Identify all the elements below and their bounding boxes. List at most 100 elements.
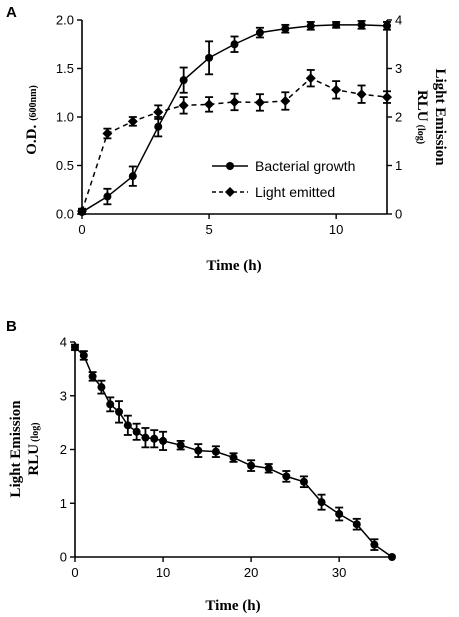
panel-b-y-axis-title-sub: (log) — [30, 422, 41, 441]
panel-a-right-tick-label: 3 — [395, 61, 402, 76]
panel-a-left-tick-label: 0.0 — [56, 207, 74, 222]
legend-marker-circle — [226, 162, 234, 170]
panel-b-ticks: 0 10 20 30 0 1 2 3 4 — [60, 335, 347, 581]
series-line-light-emission — [74, 346, 393, 558]
data-point-light-emitted — [254, 97, 265, 108]
data-point-light-emitted — [102, 128, 113, 139]
data-point-light-emission — [388, 553, 396, 561]
data-point-bacterial-growth — [332, 20, 341, 29]
legend-entry-bacterial-growth: Bacterial growth — [212, 158, 355, 174]
panel-a-right-tick-label: 4 — [395, 13, 402, 28]
panel-b-x-tick-label: 20 — [244, 565, 258, 580]
data-point-bacterial-growth — [255, 28, 264, 37]
data-point-light-emission — [335, 510, 344, 518]
panel-b-x-tick-label: 30 — [332, 565, 346, 580]
data-point-light-emission — [299, 477, 308, 486]
panel-a-left-axis-title-sub: (600nm) — [28, 85, 39, 121]
panel-b-x-tick-label: 10 — [156, 565, 170, 580]
panel-b-y-tick-label: 2 — [60, 442, 67, 457]
data-point-bacterial-growth — [383, 21, 391, 30]
data-point-light-emission — [194, 446, 203, 455]
panel-b-y-axis-title-line1: Light Emission — [8, 400, 24, 498]
legend-label-bacterial-growth: Bacterial growth — [255, 158, 355, 174]
legend-entry-light-emitted: Light emitted — [212, 184, 335, 200]
data-point-bacterial-growth — [179, 76, 188, 85]
panel-a-left-tick-label: 1.5 — [56, 61, 74, 76]
data-point-light-emission — [352, 520, 361, 529]
data-point-light-emission — [282, 472, 291, 481]
panel-b-axes — [74, 342, 392, 558]
panel-a-right-axis-title-line1: Light Emission — [432, 68, 448, 166]
data-point-bacterial-growth — [154, 122, 163, 131]
data-point-light-emission — [211, 447, 220, 456]
data-point-light-emitted — [331, 84, 342, 95]
data-point-light-emission — [88, 372, 97, 381]
panel-b-x-axis-title: Time (h) — [205, 598, 260, 614]
data-point-bacterial-growth — [281, 24, 290, 33]
data-point-light-emission — [229, 453, 238, 462]
data-point-light-emitted — [280, 95, 291, 106]
data-point-light-emission — [159, 436, 168, 445]
legend-marker-diamond — [225, 187, 235, 197]
panel-b: B 0 10 20 30 0 1 2 3 4 Light Emission RLU (log) T… — [6, 318, 396, 614]
data-point-light-emitted — [356, 89, 367, 100]
panel-b-letter: B — [6, 318, 17, 335]
panel-a-left-axis-title-main: O.D. — [24, 125, 40, 155]
data-point-light-emission — [247, 461, 256, 470]
panel-a-right-axis-title-rlu: RLU — [414, 90, 430, 122]
panel-a-legend: Bacterial growth Light emitted — [212, 158, 355, 200]
panel-a-ticks: 0 5 10 0.0 0.5 1.0 1.5 2.0 0 1 2 3 4 — [56, 13, 402, 238]
data-point-light-emitted — [382, 92, 392, 103]
data-point-light-emitted — [127, 116, 138, 127]
panel-b-y-axis-title-line2: RLU (log) — [26, 422, 42, 475]
panel-a-x-tick-label: 0 — [78, 222, 85, 237]
data-point-light-emission — [370, 540, 379, 549]
data-point-light-emitted — [305, 73, 316, 84]
data-point-light-emission — [132, 427, 141, 436]
data-point-bacterial-growth — [306, 21, 315, 30]
data-point-light-emission — [123, 421, 132, 430]
panel-a-right-axis-title-sub: (log) — [415, 125, 426, 144]
panel-a-left-axis-title: O.D. (600nm) — [24, 85, 40, 155]
data-point-light-emission — [79, 351, 88, 360]
data-point-bacterial-growth — [357, 20, 366, 29]
data-point-light-emission — [150, 434, 159, 443]
data-point-light-emission — [106, 400, 115, 409]
panel-a-left-tick-label: 2.0 — [56, 13, 74, 28]
data-point-bacterial-growth — [128, 172, 137, 181]
panel-a-series — [77, 20, 392, 217]
panel-a-right-tick-label: 2 — [395, 110, 402, 125]
panel-a: A 0 5 10 0.0 0.5 1.0 1.5 2.0 0 1 2 3 4 O.D. (600nm) L… — [6, 4, 448, 274]
data-point-light-emission — [141, 433, 150, 442]
data-point-bacterial-growth — [205, 53, 214, 62]
panel-a-letter: A — [6, 4, 17, 21]
panel-a-right-tick-label: 0 — [395, 207, 402, 222]
data-point-light-emitted — [229, 96, 240, 107]
data-point-light-emitted — [77, 206, 87, 217]
data-point-light-emission — [115, 407, 124, 416]
data-point-light-emission — [176, 441, 185, 450]
data-point-bacterial-growth — [103, 192, 112, 201]
legend-label-light-emitted: Light emitted — [255, 184, 335, 200]
data-point-light-emission — [97, 383, 106, 392]
panel-a-x-axis-title: Time (h) — [206, 258, 261, 274]
data-point-light-emitted — [178, 100, 189, 111]
data-point-light-emitted — [204, 99, 215, 110]
panel-a-x-tick-label: 5 — [205, 222, 212, 237]
panel-b-y-axis-title-rlu: RLU — [26, 444, 42, 476]
panel-a-x-tick-label: 10 — [329, 222, 343, 237]
panel-a-right-axis-title-line2: RLU (log) — [414, 90, 430, 144]
panel-b-y-tick-label: 0 — [60, 550, 67, 565]
panel-a-right-tick-label: 1 — [395, 158, 402, 173]
panel-b-x-tick-label: 0 — [71, 565, 78, 580]
panel-b-y-tick-label: 4 — [60, 335, 67, 350]
series-line-bacterial-growth — [81, 24, 388, 213]
panel-b-y-tick-label: 3 — [60, 388, 67, 403]
panel-a-left-tick-label: 0.5 — [56, 158, 74, 173]
data-point-light-emitted — [153, 107, 164, 118]
data-point-light-emission — [317, 498, 326, 507]
data-point-bacterial-growth — [230, 40, 239, 49]
panel-b-series — [71, 343, 396, 561]
panel-a-left-tick-label: 1.0 — [56, 110, 74, 125]
